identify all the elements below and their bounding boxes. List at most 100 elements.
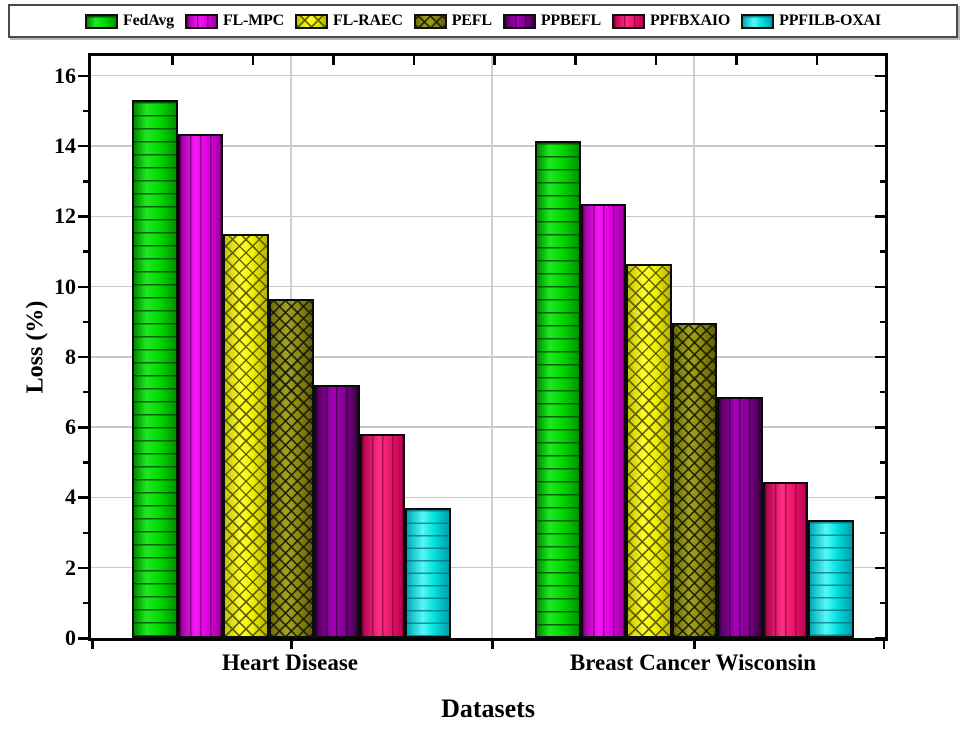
x-top-tick-7: [735, 56, 738, 65]
x-tick-label-breast-cancer-wisconsin: Breast Cancer Wisconsin: [569, 650, 817, 675]
bar-ppfilboxai-breast-cancer-wisconsin: [808, 520, 854, 638]
x-bottom-tick-3: [693, 638, 696, 649]
gridline-horizontal-2: [91, 566, 885, 569]
y-minor-tick-right-11: [880, 250, 885, 253]
y-minor-tick-right-1: [880, 601, 885, 605]
bar-ppfbxaio-breast-cancer-wisconsin: [762, 481, 808, 638]
x-axis-title: Datasets: [441, 694, 535, 723]
legend-item-flmpc: FL-MPC: [184, 12, 284, 30]
y-major-tick-right-14: [875, 144, 885, 148]
x-top-tick-1: [251, 56, 255, 65]
gridline-horizontal-14: [91, 145, 885, 147]
y-major-tick-right-2: [875, 566, 885, 570]
bar-ppbefl-heart-disease: [314, 384, 360, 638]
x-top-tick-5: [574, 56, 577, 65]
y-minor-tick-right-3: [880, 531, 885, 535]
bar-fedavg-breast-cancer-wisconsin: [535, 140, 581, 638]
bar-fedavg-heart-disease: [132, 100, 178, 638]
y-major-tick-right-10: [875, 285, 885, 289]
x-top-tick-8: [815, 56, 819, 65]
ppfilboxai-swatch-icon: [741, 13, 775, 29]
legend-label-ppbefl: PPBEFL: [540, 12, 601, 29]
gridline-horizontal-16: [91, 74, 885, 77]
y-minor-tick-right-7: [880, 390, 885, 394]
legend-label-pefl: PEFL: [451, 12, 492, 29]
bar-flmpc-breast-cancer-wisconsin: [580, 203, 626, 638]
legend-label-flmpc: FL-MPC: [222, 12, 284, 29]
gridline-horizontal-6: [91, 426, 885, 428]
gridline-horizontal-10: [91, 285, 885, 288]
y-major-tick-left-0: [78, 637, 88, 640]
bar-flmpc-heart-disease: [177, 133, 223, 638]
y-minor-tick-left-7: [83, 390, 88, 394]
x-top-tick-0: [171, 56, 174, 65]
fedavg-swatch-icon: [85, 13, 119, 29]
y-minor-tick-left-1: [83, 601, 88, 605]
y-tick-label-2: 2: [65, 554, 76, 580]
y-tick-label-4: 4: [65, 484, 76, 510]
legend-item-flraec: FL-RAEC: [295, 12, 403, 30]
y-major-tick-right-0: [875, 637, 885, 640]
legend-item-ppbefl: PPBEFL: [502, 12, 601, 30]
y-minor-tick-right-15: [880, 109, 885, 113]
y-minor-tick-right-5: [880, 461, 885, 464]
y-major-tick-left-12: [78, 215, 88, 218]
gridline-horizontal-12: [91, 215, 885, 217]
y-minor-tick-left-15: [83, 109, 88, 113]
y-minor-tick-left-3: [83, 531, 88, 535]
y-tick-label-10: 10: [54, 273, 76, 299]
y-tick-label-6: 6: [65, 414, 76, 440]
x-top-tick-6: [654, 56, 658, 65]
y-major-tick-left-14: [78, 144, 88, 148]
y-minor-tick-left-11: [83, 250, 88, 253]
x-top-tick-3: [412, 56, 416, 65]
y-major-tick-left-16: [78, 74, 88, 78]
gridline-vertical-1: [491, 56, 493, 638]
bar-flraec-breast-cancer-wisconsin: [626, 263, 672, 638]
y-major-tick-left-8: [78, 355, 88, 359]
x-top-tick-2: [332, 56, 335, 65]
gridline-horizontal-4: [91, 496, 885, 499]
legend-label-flraec: FL-RAEC: [333, 12, 403, 29]
flmpc-swatch-icon: [184, 13, 218, 29]
ppbefl-swatch-icon: [502, 13, 536, 29]
x-bottom-tick-1: [290, 638, 293, 649]
legend-label-ppfilboxai: PPFILB-OXAI: [779, 12, 881, 29]
y-tick-label-8: 8: [65, 343, 76, 369]
y-major-tick-left-2: [78, 566, 88, 570]
flraec-swatch-icon: [295, 13, 328, 29]
y-tick-label-14: 14: [54, 132, 76, 158]
bar-ppbefl-breast-cancer-wisconsin: [717, 397, 763, 638]
y-minor-tick-left-9: [83, 320, 88, 324]
y-minor-tick-right-13: [880, 180, 885, 183]
x-bottom-tick-4: [882, 638, 885, 649]
bar-ppfilboxai-heart-disease: [405, 507, 451, 638]
pefl-swatch-icon: [413, 13, 447, 29]
y-minor-tick-right-9: [880, 320, 885, 324]
legend-item-ppfilboxai: PPFILB-OXAI: [741, 12, 881, 30]
y-major-tick-left-10: [78, 285, 88, 289]
y-major-tick-right-8: [875, 355, 885, 359]
y-tick-label-12: 12: [54, 203, 76, 229]
x-tick-label-heart-disease: Heart Disease: [221, 650, 359, 675]
x-bottom-tick-2: [491, 638, 494, 649]
bar-flraec-heart-disease: [223, 233, 269, 638]
bar-pefl-heart-disease: [268, 298, 314, 638]
y-major-tick-left-4: [78, 496, 88, 499]
legend: FedAvg FL-MPC FL-RAEC PEFL PPBEFL PPFBXAIO PPF…: [8, 4, 958, 38]
y-major-tick-left-6: [78, 426, 88, 429]
y-minor-tick-left-5: [83, 461, 88, 464]
legend-item-pefl: PEFL: [413, 12, 492, 30]
y-major-tick-right-6: [875, 426, 885, 429]
x-bottom-tick-0: [91, 638, 94, 649]
y-major-tick-right-16: [875, 74, 885, 78]
legend-item-fedavg: FedAvg: [85, 12, 174, 30]
gridline-horizontal-8: [91, 356, 885, 358]
bar-pefl-breast-cancer-wisconsin: [671, 323, 717, 638]
legend-item-ppfbxaio: PPFBXAIO: [611, 12, 731, 30]
y-tick-label-0: 0: [65, 625, 76, 650]
ppfbxaio-swatch-icon: [611, 13, 645, 29]
legend-label-ppfbxaio: PPFBXAIO: [649, 12, 731, 29]
y-tick-label-16: 16: [54, 62, 76, 88]
